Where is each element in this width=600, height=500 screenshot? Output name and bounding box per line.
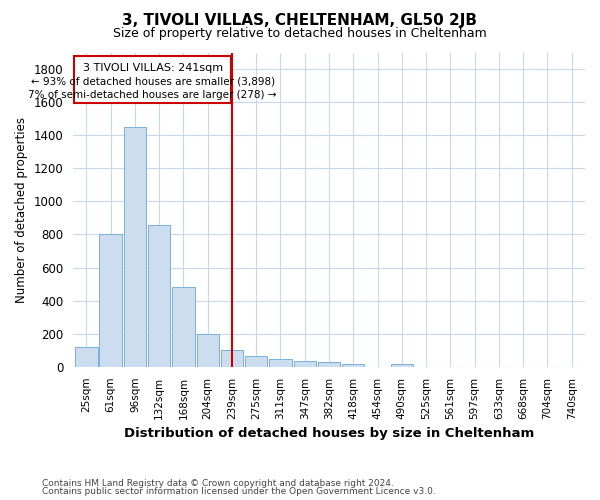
X-axis label: Distribution of detached houses by size in Cheltenham: Distribution of detached houses by size … xyxy=(124,427,534,440)
Text: Size of property relative to detached houses in Cheltenham: Size of property relative to detached ho… xyxy=(113,28,487,40)
Bar xyxy=(197,334,219,367)
Bar xyxy=(245,356,268,367)
Bar xyxy=(124,127,146,367)
Text: ← 93% of detached houses are smaller (3,898): ← 93% of detached houses are smaller (3,… xyxy=(31,76,275,86)
Bar xyxy=(172,288,194,367)
Bar xyxy=(318,362,340,367)
FancyBboxPatch shape xyxy=(74,56,232,103)
Bar xyxy=(100,234,122,367)
Bar xyxy=(75,347,98,367)
Bar xyxy=(293,361,316,367)
Bar xyxy=(391,364,413,367)
Bar xyxy=(221,350,243,367)
Text: 3 TIVOLI VILLAS: 241sqm: 3 TIVOLI VILLAS: 241sqm xyxy=(83,64,223,74)
Y-axis label: Number of detached properties: Number of detached properties xyxy=(15,116,28,302)
Bar xyxy=(342,364,364,367)
Text: Contains HM Land Registry data © Crown copyright and database right 2024.: Contains HM Land Registry data © Crown c… xyxy=(42,478,394,488)
Text: 3, TIVOLI VILLAS, CHELTENHAM, GL50 2JB: 3, TIVOLI VILLAS, CHELTENHAM, GL50 2JB xyxy=(122,12,478,28)
Bar xyxy=(269,360,292,367)
Text: Contains public sector information licensed under the Open Government Licence v3: Contains public sector information licen… xyxy=(42,487,436,496)
Text: 7% of semi-detached houses are larger (278) →: 7% of semi-detached houses are larger (2… xyxy=(28,90,277,100)
Bar xyxy=(148,224,170,367)
